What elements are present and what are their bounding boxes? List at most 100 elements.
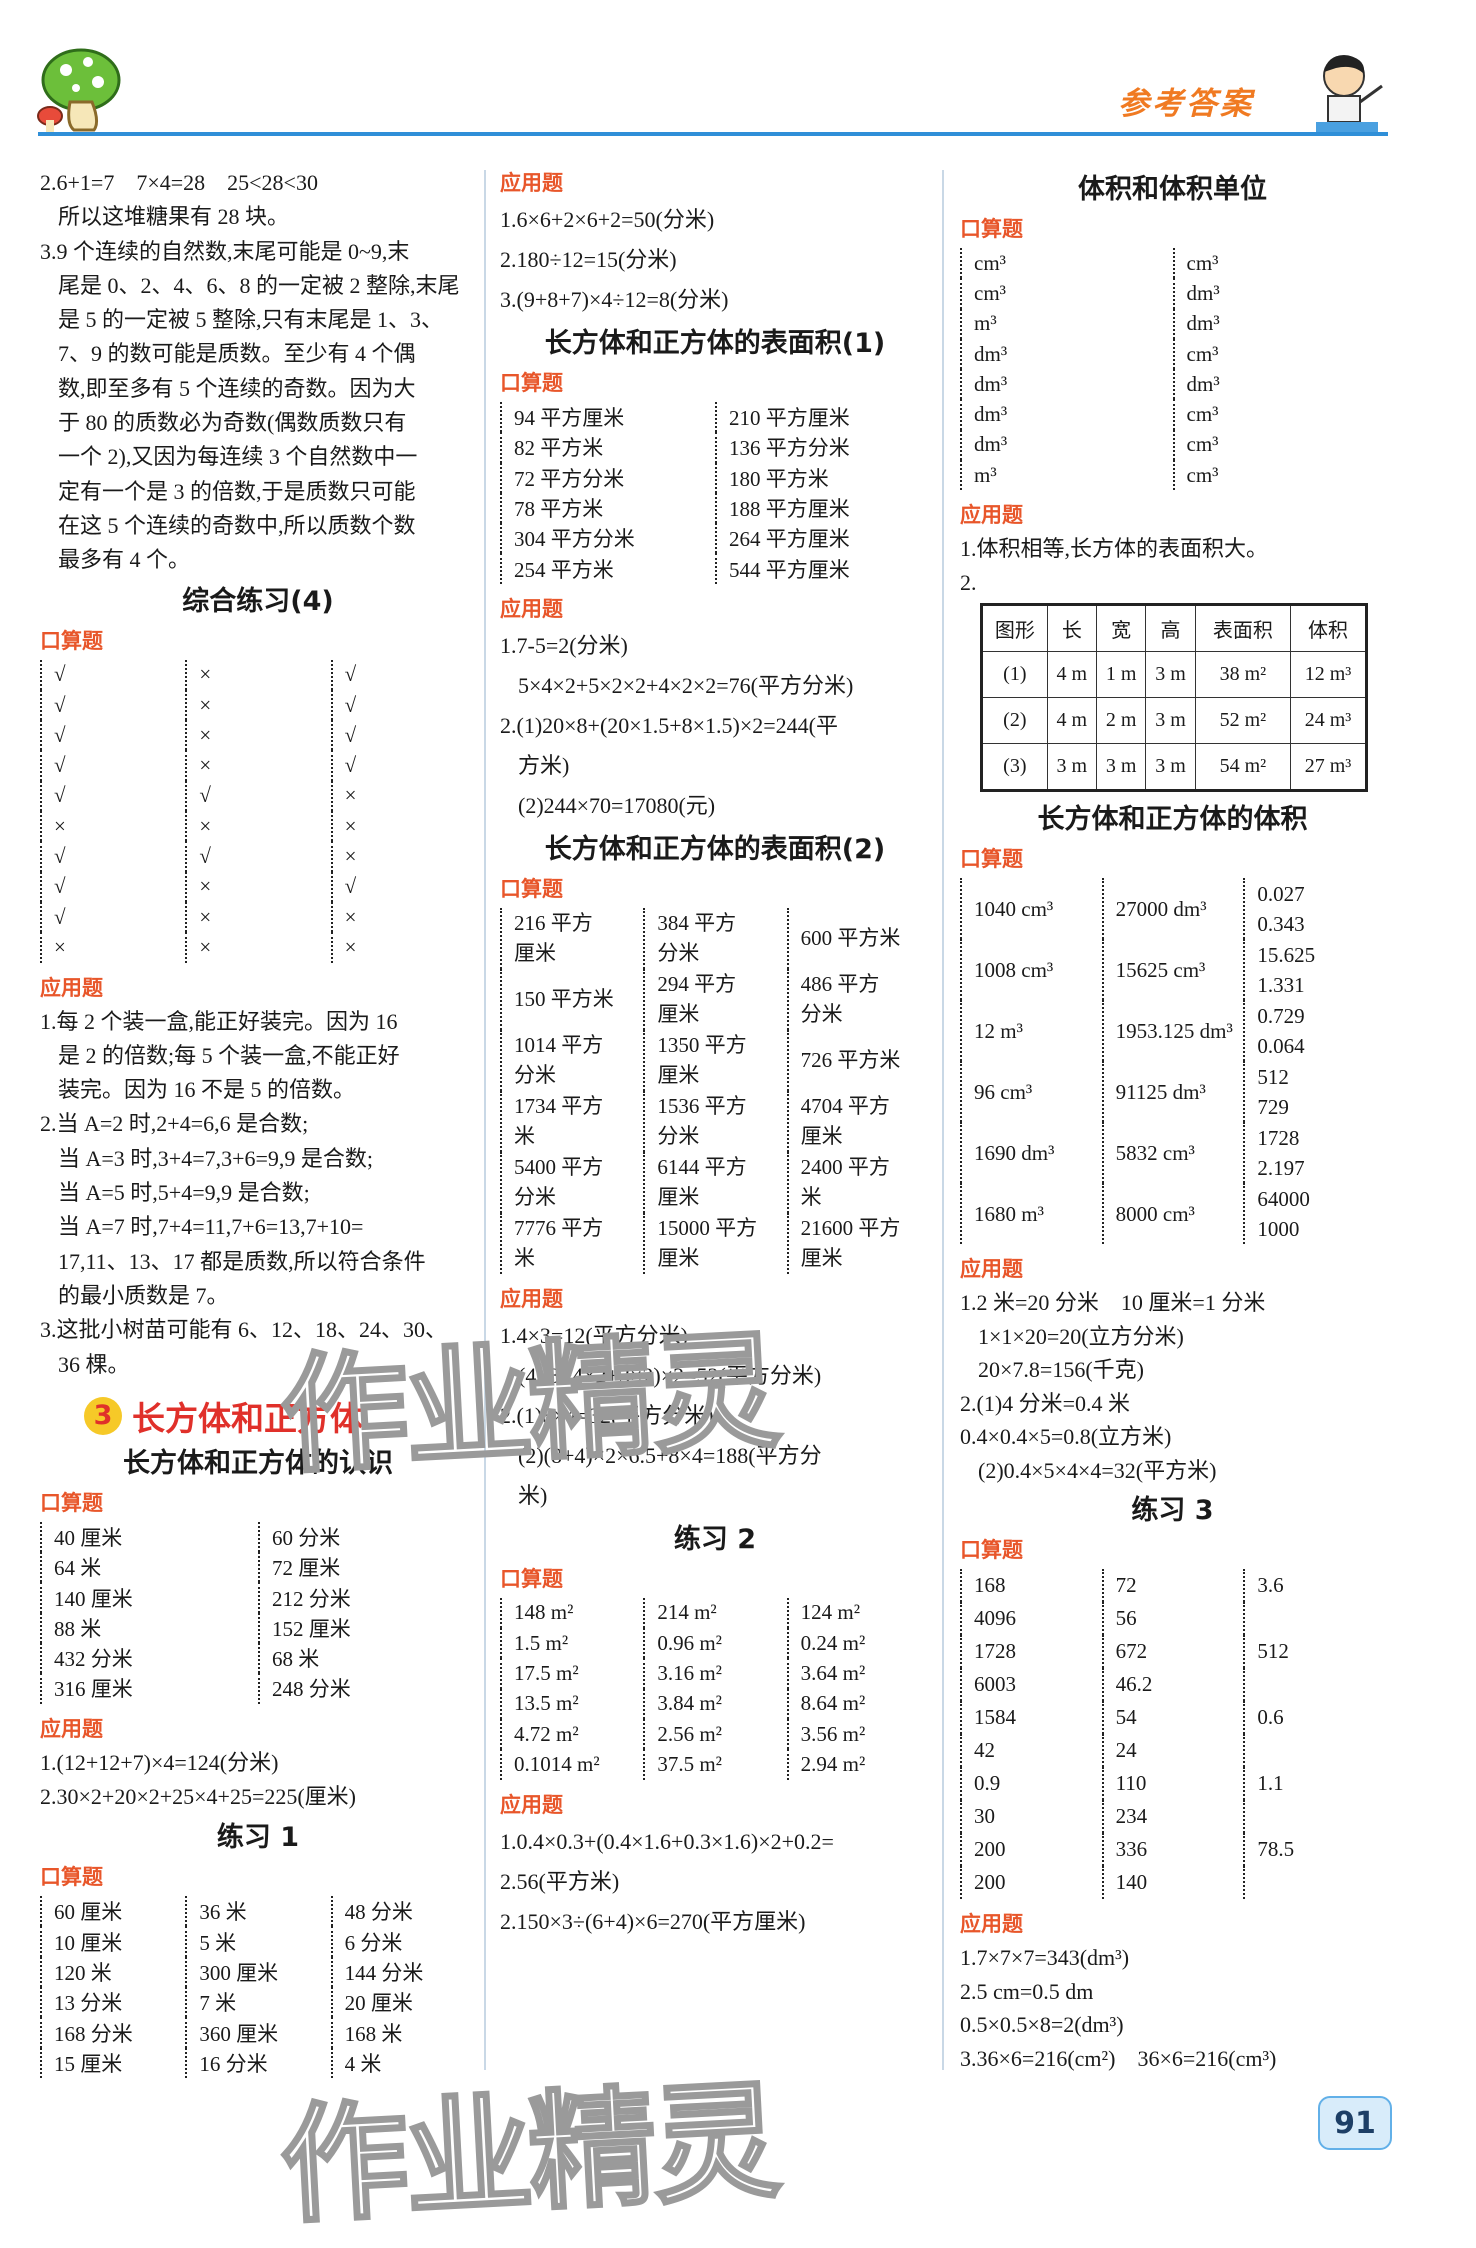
- grid-cell: ×: [185, 689, 330, 721]
- grid-cell: [1243, 1800, 1385, 1834]
- grid-cell: 3.16 m²: [643, 1658, 786, 1689]
- grid-cell: cm³: [1172, 460, 1386, 491]
- answer-line: 3.36×6=216(cm²) 36×6=216(cm³): [960, 2045, 1277, 2071]
- grid-cell: dm³: [1172, 308, 1386, 339]
- grid-cell: 10 厘米: [40, 1926, 185, 1957]
- answer-line: 装完。因为 16 不是 5 的倍数。: [58, 1077, 356, 1103]
- boy-teacher-icon: [1306, 50, 1386, 134]
- answer-key-brand: 参考答案: [1118, 86, 1254, 122]
- question-type-label: 应用题: [40, 975, 103, 1000]
- question-type-label: 口算题: [500, 1566, 563, 1591]
- grid-cell: 15 厘米: [40, 2047, 185, 2078]
- grid-cell: 136 平方分米: [715, 432, 930, 463]
- grid-cell: 2.56 m²: [643, 1718, 786, 1750]
- answer-line: 当 A=7 时,7+4=11,7+6=13,7+10=: [58, 1214, 364, 1240]
- grid-cell: ×: [40, 932, 185, 963]
- grid-cell: 140: [1101, 1866, 1244, 1900]
- grid-cell: 1014 平方 分米: [500, 1029, 643, 1091]
- section-title: 综合练习(4): [182, 585, 334, 617]
- grid-cell: 1734 平方 米: [500, 1090, 643, 1152]
- table-header-cell: 体积: [1290, 604, 1367, 653]
- grid-cell: 3.6: [1243, 1569, 1385, 1603]
- grid-cell: 24: [1101, 1734, 1244, 1768]
- grid-cell: cm³: [1172, 429, 1386, 461]
- grid-cell: 15.625 1.331: [1243, 939, 1385, 1001]
- grid-cell: 6144 平方 厘米: [643, 1151, 786, 1213]
- answer-line: (4×3+4×2+3×2)×2=52(平方分米): [518, 1362, 822, 1388]
- grid-cell: 140 厘米: [40, 1582, 258, 1613]
- table-cell: 38 m²: [1194, 651, 1292, 699]
- grid-cell: 234: [1101, 1800, 1244, 1834]
- grid-cell: 110: [1101, 1767, 1244, 1801]
- grid-cell: ×: [330, 811, 476, 842]
- grid-cell: √: [40, 720, 185, 751]
- answer-line: 3.(9+8+7)×4÷12=8(分米): [500, 287, 729, 312]
- grid-cell: 486 平方 分米: [786, 968, 930, 1030]
- section-title: 体积和体积单位: [1078, 174, 1267, 205]
- grid-cell: 7776 平方 米: [500, 1212, 643, 1274]
- table-cell: (1): [981, 651, 1048, 699]
- grid-cell: 3.84 m²: [643, 1688, 786, 1719]
- grid-cell: 30: [960, 1800, 1102, 1834]
- grid-cell: 46.2: [1101, 1668, 1244, 1702]
- question-type-label: 口算题: [960, 847, 1023, 872]
- grid-cell: 300 厘米: [185, 1956, 330, 1988]
- answer-line: 数,即至多有 5 个连续的奇数。因为大: [58, 375, 416, 401]
- answer-line: 2.6+1=7 7×4=28 25<28<30: [40, 170, 318, 195]
- grid-cell: 180 平方米: [715, 462, 930, 493]
- grid-cell: √: [40, 750, 185, 781]
- grid-cell: dm³: [1172, 278, 1386, 309]
- grid-cell: √: [40, 901, 185, 933]
- grid-cell: 432 分米: [40, 1642, 258, 1674]
- grid-cell: 96 cm³: [960, 1061, 1102, 1123]
- answer-line: 1.体积相等,长方体的表面积大。: [960, 536, 1269, 562]
- grid-cell: dm³: [960, 429, 1173, 461]
- grid-cell: 1.5 m²: [500, 1628, 643, 1659]
- grid-cell: 37.5 m²: [643, 1749, 786, 1780]
- answer-block: 1.0.4×0.3+(0.4×1.6+0.3×1.6)×2+0.2= 2.56(平…: [500, 1822, 930, 1942]
- grid-cell: 64000 1000: [1243, 1183, 1385, 1245]
- grid-cell: √: [185, 780, 330, 812]
- grid-cell: 1584: [960, 1701, 1102, 1735]
- answer-grid: 216 平方 厘米 384 平方 分米 600 平方米 150 平方米 294 平方 厘…: [500, 907, 930, 1274]
- grid-cell: √: [330, 871, 476, 902]
- answer-line: 2.(1)20×8+(20×1.5+8×1.5)×2=244(平: [500, 712, 838, 738]
- grid-cell: 294 平方 厘米: [643, 968, 786, 1030]
- grid-cell: 254 平方米: [500, 553, 715, 584]
- grid-cell: 1728: [960, 1635, 1102, 1669]
- section-title: 长方体和正方体的认识: [123, 1447, 393, 1479]
- grid-cell: ×: [40, 811, 185, 842]
- answer-line: 3.9 个连续的自然数,末尾可能是 0~9,末: [40, 238, 410, 264]
- grid-cell: cm³: [1172, 399, 1386, 430]
- answer-line: 当 A=5 时,5+4=9,9 是合数;: [58, 1180, 310, 1206]
- grid-cell: 168 米: [330, 2017, 476, 2048]
- section-title: 练习 2: [673, 1523, 757, 1555]
- grid-cell: 1680 m³: [960, 1183, 1102, 1245]
- unit-heading: 3 长方体和正方体: [84, 1392, 476, 1440]
- section-title: 练习 3: [1131, 1495, 1214, 1527]
- answer-line: 2.5 cm=0.5 dm: [960, 1978, 1094, 2004]
- grid-cell: √: [185, 841, 330, 872]
- answer-line: 17,11、13、17 都是质数,所以符合条件: [58, 1248, 426, 1274]
- answer-line: 0.4×0.4×5=0.8(立方米): [960, 1424, 1172, 1450]
- grid-cell: 150 平方米: [500, 968, 643, 1030]
- grid-cell: 5832 cm³: [1101, 1122, 1244, 1184]
- answer-line: 是 2 的倍数;每 5 个装一盒,不能正好: [58, 1042, 400, 1068]
- section-title: 长方体和正方体的表面积(1): [544, 328, 886, 359]
- table-cell: 4 m: [1046, 651, 1098, 699]
- question-type-label: 口算题: [40, 628, 103, 653]
- watermark: 作业精灵: [276, 2066, 782, 2244]
- grid-cell: √: [40, 689, 185, 721]
- grid-cell: 0.729 0.064: [1243, 1000, 1385, 1062]
- grid-cell: 512 729: [1243, 1061, 1385, 1123]
- answer-line: 1.每 2 个装一盒,能正好装完。因为 16: [40, 1008, 398, 1034]
- answer-line: 当 A=3 时,3+4=7,3+6=9,9 是合数;: [58, 1145, 374, 1171]
- question-type-label: 应用题: [500, 596, 563, 621]
- grid-cell: 64 米: [40, 1552, 258, 1583]
- grid-cell: cm³: [1172, 338, 1386, 370]
- right-column: 体积和体积单位 口算题 cm³ cm³ cm³ dm³ m³ dm³ dm³ cm³ dm³ dm³ d…: [960, 166, 1385, 2075]
- grid-cell: 60 分米: [258, 1521, 476, 1553]
